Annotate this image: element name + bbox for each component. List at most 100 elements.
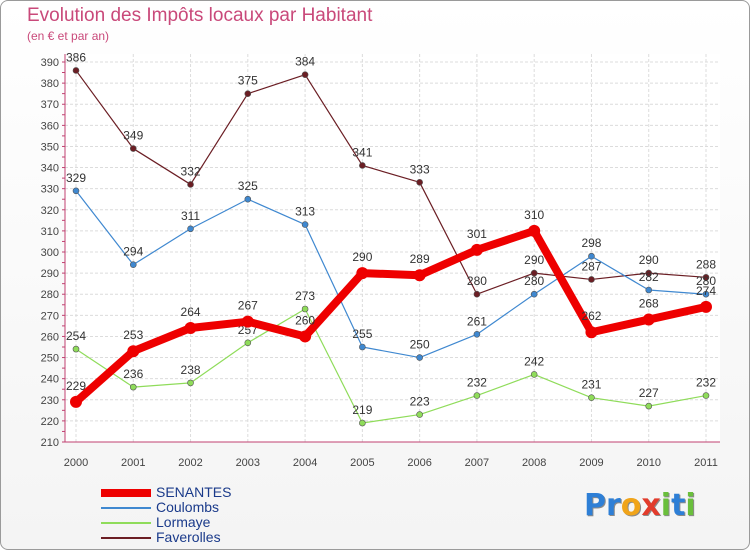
y-tick-label: 230 <box>41 395 59 407</box>
data-point-lormaye <box>702 392 710 399</box>
data-label-lormaye: 236 <box>123 367 143 381</box>
data-point-faverolles <box>129 145 137 152</box>
y-tick-label: 340 <box>41 163 59 175</box>
data-label-lormaye: 273 <box>295 289 315 303</box>
y-tick-label: 300 <box>41 247 59 259</box>
legend-swatch <box>101 522 151 524</box>
y-tick-label: 270 <box>41 310 59 322</box>
data-label-faverolles: 341 <box>352 145 372 159</box>
data-label-coulombs: 325 <box>238 179 258 193</box>
data-label-faverolles: 332 <box>181 164 201 178</box>
data-label-coulombs: 282 <box>639 270 659 284</box>
data-label-senantes: 267 <box>238 299 258 313</box>
data-point-faverolles <box>702 274 710 281</box>
data-label-faverolles: 349 <box>123 129 143 143</box>
x-tick-label: 2008 <box>522 457 546 469</box>
logo-letter: o <box>620 488 642 523</box>
chart-title: Evolution des Impôts locaux par Habitant <box>27 5 373 26</box>
x-tick-label: 2005 <box>350 457 374 469</box>
data-point-senantes <box>470 243 483 256</box>
data-label-lormaye: 238 <box>181 363 201 377</box>
data-label-coulombs: 250 <box>410 338 430 352</box>
data-label-senantes: 260 <box>295 313 315 327</box>
data-point-faverolles <box>530 269 538 277</box>
data-point-coulombs <box>187 225 194 233</box>
data-point-faverolles <box>588 276 595 283</box>
x-tick-label: 2001 <box>121 457 145 469</box>
data-label-faverolles: 290 <box>639 253 659 267</box>
x-tick-label: 2002 <box>178 457 202 469</box>
y-tick-label: 330 <box>41 184 59 196</box>
data-label-senantes: 268 <box>639 297 659 311</box>
data-point-lormaye <box>530 371 538 378</box>
data-label-coulombs: 329 <box>66 171 86 185</box>
data-point-coulombs <box>588 252 595 260</box>
data-label-faverolles: 290 <box>524 253 544 267</box>
plot-area <box>65 54 720 442</box>
data-point-senantes <box>241 315 254 328</box>
y-tick-label: 360 <box>41 120 59 132</box>
data-label-faverolles: 375 <box>238 74 258 88</box>
data-label-senantes: 289 <box>410 252 430 266</box>
data-label-senantes: 264 <box>181 305 201 319</box>
x-tick-label: 2003 <box>236 457 260 469</box>
x-tick-label: 2006 <box>407 457 431 469</box>
data-point-lormaye <box>473 392 481 399</box>
data-label-senantes: 262 <box>581 309 601 323</box>
data-label-senantes: 274 <box>696 284 716 298</box>
data-point-senantes <box>299 330 312 343</box>
y-tick-label: 350 <box>41 141 59 153</box>
data-point-senantes <box>528 224 541 237</box>
data-point-lormaye <box>72 345 80 353</box>
data-point-senantes <box>127 345 140 358</box>
data-point-lormaye <box>129 383 137 391</box>
data-point-faverolles <box>187 181 194 188</box>
data-point-coulombs <box>129 261 137 268</box>
data-label-lormaye: 254 <box>66 329 86 343</box>
data-point-lormaye <box>244 339 252 347</box>
series-line-coulombs <box>75 190 707 359</box>
logo-letter: i <box>660 488 672 523</box>
data-point-coulombs <box>702 290 710 298</box>
data-label-senantes: 290 <box>352 250 372 264</box>
y-tick-label: 380 <box>41 78 59 90</box>
data-point-senantes <box>700 300 712 313</box>
y-tick-label: 240 <box>41 374 59 386</box>
data-label-lormaye: 242 <box>524 354 544 368</box>
data-label-coulombs: 313 <box>295 205 315 219</box>
data-label-faverolles: 288 <box>696 257 716 271</box>
data-label-coulombs: 280 <box>696 274 716 288</box>
data-label-lormaye: 223 <box>410 395 430 409</box>
data-point-senantes <box>585 326 598 339</box>
y-tick-label: 280 <box>41 289 59 301</box>
data-point-coulombs <box>359 343 366 351</box>
legend-swatch <box>101 489 151 497</box>
data-label-faverolles: 287 <box>581 259 601 273</box>
y-tick-label: 390 <box>41 57 59 69</box>
data-point-coulombs <box>416 354 423 361</box>
data-point-faverolles <box>416 179 423 186</box>
data-label-senantes: 253 <box>123 328 143 342</box>
data-label-lormaye: 231 <box>581 378 601 392</box>
data-point-coulombs <box>72 187 80 195</box>
data-label-senantes: 310 <box>524 208 544 222</box>
data-point-coulombs <box>645 286 653 294</box>
data-point-lormaye <box>359 419 366 427</box>
data-label-faverolles: 384 <box>295 55 315 69</box>
x-tick-label: 2007 <box>465 457 489 469</box>
data-point-coulombs <box>244 195 252 203</box>
data-point-senantes <box>184 322 197 334</box>
data-point-faverolles <box>359 162 366 169</box>
data-label-senantes: 229 <box>66 379 86 393</box>
y-tick-label: 370 <box>41 99 59 111</box>
y-tick-label: 220 <box>41 416 59 428</box>
data-point-lormaye <box>187 379 194 387</box>
data-label-coulombs: 280 <box>524 274 544 288</box>
data-point-senantes <box>70 395 82 408</box>
legend-swatch <box>101 537 151 539</box>
x-tick-label: 2000 <box>64 457 88 469</box>
data-label-coulombs: 298 <box>581 236 601 250</box>
data-point-lormaye <box>645 402 653 410</box>
data-label-faverolles: 333 <box>410 162 430 176</box>
